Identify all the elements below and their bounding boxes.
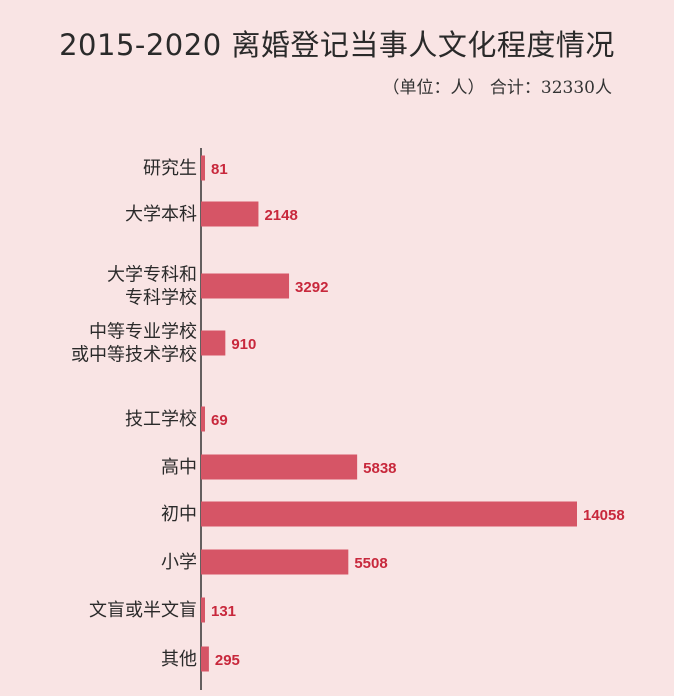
category-label: 专科学校 [125,288,197,309]
bar [201,273,290,299]
value-label: 81 [211,161,228,178]
bar [201,406,205,432]
value-label: 3292 [295,279,328,296]
category-label: 技工学校 [125,409,197,430]
category-label: 大学专科和 [107,265,197,286]
category-label: 其他 [161,649,197,670]
value-label: 5838 [363,460,396,477]
bar [201,454,358,480]
category-label: 或中等技术学校 [71,345,197,366]
chart-title: 2015-2020 离婚登记当事人文化程度情况 [59,28,615,62]
value-label: 2148 [264,207,297,224]
bar [201,646,209,672]
category-label: 大学本科 [125,204,197,225]
bar [201,501,577,527]
value-label: 14058 [583,507,625,524]
category-label: 初中 [161,504,197,525]
category-label: 研究生 [143,158,197,179]
bar [201,330,226,356]
bar [201,549,349,575]
category-label: 文盲或半文盲 [89,600,197,621]
value-label: 910 [231,336,256,353]
bar [201,201,259,227]
bar [201,155,205,181]
bar [201,597,205,623]
chart-subtitle: （单位：人） 合计：32330人 [382,78,612,98]
value-label: 69 [211,412,228,429]
value-label: 131 [211,603,236,620]
category-label: 高中 [161,457,197,478]
category-label: 小学 [161,552,197,573]
value-label: 295 [215,652,240,669]
value-label: 5508 [354,555,387,572]
category-label: 中等专业学校 [89,322,197,343]
